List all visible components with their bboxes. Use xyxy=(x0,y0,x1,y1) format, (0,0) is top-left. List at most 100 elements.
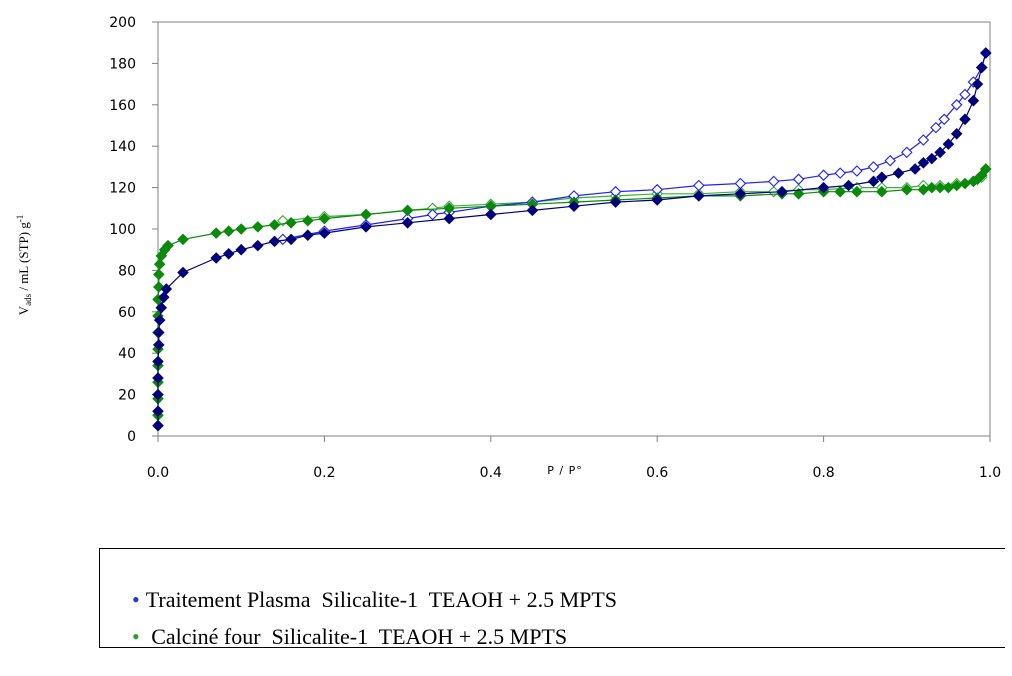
data-point xyxy=(892,167,905,179)
y-tick-label: 80 xyxy=(118,263,136,279)
data-point xyxy=(160,283,173,295)
data-point xyxy=(975,61,988,74)
data-point xyxy=(302,214,314,227)
data-point xyxy=(222,248,235,260)
x-tick-label: 0.2 xyxy=(313,465,335,481)
data-point xyxy=(235,243,247,256)
data-point xyxy=(210,227,222,239)
data-point xyxy=(152,372,164,384)
data-point xyxy=(917,157,930,169)
data-point xyxy=(901,183,913,196)
data-point xyxy=(959,113,971,126)
data-point xyxy=(222,225,235,237)
data-point xyxy=(938,113,950,126)
legend-item-calcine: • Calciné four Silicalite-1 TEAOH + 2.5 … xyxy=(110,598,567,676)
data-point xyxy=(158,291,170,304)
data-point xyxy=(792,188,805,200)
y-axis-label: Vads / mL (STP) g-1 xyxy=(15,215,33,316)
y-tick-label: 140 xyxy=(109,139,136,155)
data-point xyxy=(980,47,992,59)
data-point xyxy=(842,179,855,192)
data-point xyxy=(909,163,921,175)
data-point xyxy=(867,161,880,173)
series-adsorption-0 xyxy=(152,47,992,432)
data-point xyxy=(950,99,963,111)
data-point xyxy=(318,227,331,239)
data-point xyxy=(934,146,946,159)
data-point xyxy=(252,221,264,233)
data-point xyxy=(152,388,164,401)
isotherm-chart: 0 20 40 60 80 100 120 140 160 180 200 0.0 0.2 0.4 0.6… xyxy=(15,15,1001,481)
data-point xyxy=(153,268,165,281)
data-point xyxy=(926,152,938,165)
x-tick-label: 0.0 xyxy=(147,465,169,481)
x-tick-label: 0.4 xyxy=(480,465,502,481)
y-tick-label: 160 xyxy=(109,98,136,114)
x-tick-label: 1.0 xyxy=(979,465,1001,481)
data-point xyxy=(235,223,247,235)
x-axis: 0.0 0.2 0.4 0.6 0.8 1.0 xyxy=(147,436,1001,481)
data-point xyxy=(851,185,863,198)
data-point xyxy=(210,252,222,264)
y-tick-label: 200 xyxy=(109,15,136,31)
x-axis-label: P / P° xyxy=(547,464,582,477)
data-point xyxy=(834,167,846,179)
data-point xyxy=(693,190,705,202)
legend-bullet-plasma: • xyxy=(132,587,140,612)
data-point xyxy=(426,208,439,221)
series-layer xyxy=(152,47,992,432)
data-point xyxy=(302,229,314,241)
data-point xyxy=(568,200,580,212)
data-point xyxy=(930,121,942,134)
data-point xyxy=(959,88,971,101)
data-point xyxy=(651,194,663,206)
y-axis-label-rest: / mL (STP) g xyxy=(16,222,31,294)
x-tick-label: 0.6 xyxy=(646,465,668,481)
data-point xyxy=(177,233,189,246)
y-tick-label: 120 xyxy=(109,181,136,197)
data-point xyxy=(318,212,331,225)
data-point xyxy=(268,235,281,248)
legend-label-calcine: Calciné four Silicalite-1 TEAOH + 2.5 MP… xyxy=(145,624,568,649)
y-axis-label-sub: ads xyxy=(23,293,33,305)
data-point xyxy=(485,208,497,221)
data-point xyxy=(734,188,747,200)
data-point xyxy=(834,185,846,198)
legend-bullet-calcine: • xyxy=(132,624,140,649)
data-point xyxy=(767,175,780,188)
data-point xyxy=(153,339,165,351)
data-point xyxy=(153,326,165,339)
x-tick-label: 0.8 xyxy=(812,465,834,481)
data-point xyxy=(152,355,164,368)
data-point xyxy=(950,128,963,140)
data-point xyxy=(252,239,264,252)
legend-item-plasma: • Traitement Plasma Silicalite-1 TEAOH + … xyxy=(110,561,617,639)
data-point xyxy=(942,138,955,150)
data-point xyxy=(851,165,863,177)
data-point xyxy=(867,175,880,188)
data-point xyxy=(792,173,805,186)
y-tick-label: 0 xyxy=(127,429,136,445)
y-axis: 0 20 40 60 80 100 120 140 160 180 200 xyxy=(109,15,158,445)
data-point xyxy=(901,146,913,159)
data-point xyxy=(360,208,372,221)
y-axis-label-main: V xyxy=(16,305,31,315)
data-point xyxy=(155,301,168,314)
data-point xyxy=(876,185,888,198)
y-tick-label: 20 xyxy=(118,388,136,404)
data-point xyxy=(443,212,455,225)
data-point xyxy=(401,204,414,217)
y-tick-label: 40 xyxy=(118,346,136,362)
data-point xyxy=(971,78,984,90)
data-point xyxy=(526,204,539,217)
y-tick-label: 180 xyxy=(109,56,136,72)
data-point xyxy=(884,154,896,167)
data-point xyxy=(876,171,888,184)
data-point xyxy=(177,266,189,279)
series-desorption-1 xyxy=(277,47,992,246)
data-point xyxy=(152,419,164,432)
data-point xyxy=(917,134,930,146)
data-point xyxy=(776,185,788,198)
data-point xyxy=(152,405,164,417)
data-point xyxy=(609,196,622,208)
